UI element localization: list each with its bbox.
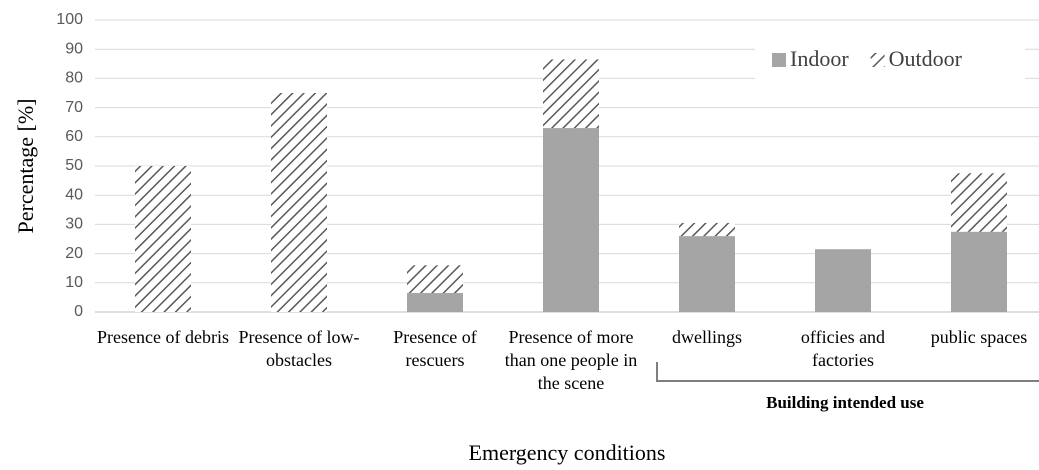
legend-label: Indoor xyxy=(790,46,849,71)
group-bracket xyxy=(656,362,1039,382)
x-tick-label: public spaces xyxy=(930,327,1028,347)
bar-segment xyxy=(543,128,599,312)
y-tick-label: 40 xyxy=(65,186,83,203)
y-tick-label: 10 xyxy=(65,274,83,291)
bar-segment xyxy=(951,173,1007,232)
bar-segment xyxy=(951,231,1007,312)
bar-segment xyxy=(815,249,871,312)
y-tick-label: 50 xyxy=(65,157,83,174)
y-tick-label: 0 xyxy=(74,303,83,320)
bar-segment xyxy=(543,59,599,129)
x-tick-label: Presence of more than one people in the … xyxy=(504,327,638,393)
legend-label: Outdoor xyxy=(889,46,963,71)
bar-segment xyxy=(679,236,735,312)
legend-swatch xyxy=(870,53,885,67)
x-axis-title: Emergency conditions xyxy=(469,440,666,465)
y-axis-title: Percentage [%] xyxy=(13,99,38,234)
y-tick-label: 60 xyxy=(65,128,83,145)
y-tick-label: 100 xyxy=(56,11,83,28)
x-tick-label: officies and factories xyxy=(800,327,886,370)
y-tick-label: 90 xyxy=(65,40,83,57)
group-label: Building intended use xyxy=(766,393,924,412)
bar-segment xyxy=(407,265,463,294)
y-tick-label: 30 xyxy=(65,216,83,233)
y-tick-label: 80 xyxy=(65,70,83,87)
y-tick-label: 70 xyxy=(65,99,83,116)
bar-segment xyxy=(271,93,327,312)
x-tick-label: Presence of rescuers xyxy=(393,327,477,370)
bar-segment xyxy=(135,166,191,312)
x-tick-label: dwellings xyxy=(672,327,742,347)
bar-segment xyxy=(407,293,463,312)
legend-swatch xyxy=(772,53,786,67)
y-tick-label: 20 xyxy=(65,245,83,262)
legend-background xyxy=(755,40,1025,82)
x-tick-label: Presence of low-obstacles xyxy=(238,327,360,370)
bar-segment xyxy=(679,222,735,237)
x-tick-label: Presence of debris xyxy=(97,327,229,347)
